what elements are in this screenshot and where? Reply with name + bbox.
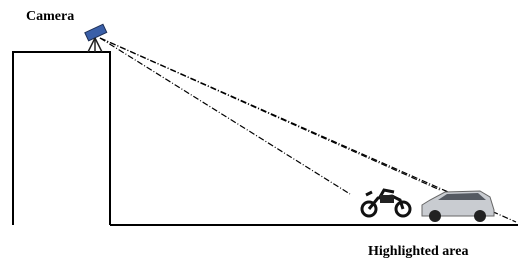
car bbox=[422, 191, 494, 222]
building bbox=[13, 52, 110, 225]
wheel bbox=[474, 210, 486, 222]
diagram: Camera Highlighted area bbox=[0, 0, 530, 261]
camera bbox=[85, 24, 107, 52]
motorcycle bbox=[362, 190, 410, 216]
sight-line bbox=[100, 38, 350, 194]
tank bbox=[380, 195, 394, 203]
tripod-leg bbox=[95, 38, 102, 52]
highlighted-area-label: Highlighted area bbox=[368, 244, 468, 259]
building-outline bbox=[13, 52, 110, 225]
camera-label: Camera bbox=[26, 9, 74, 24]
wheel bbox=[429, 210, 441, 222]
